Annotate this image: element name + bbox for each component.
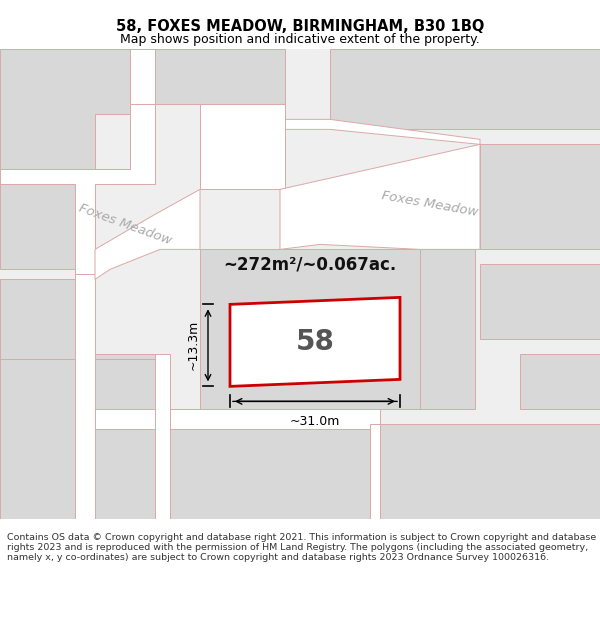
Polygon shape [155, 354, 170, 519]
Polygon shape [280, 104, 480, 144]
Polygon shape [75, 169, 95, 519]
Polygon shape [95, 409, 380, 429]
Polygon shape [480, 264, 600, 339]
Text: ~272m²/~0.067ac.: ~272m²/~0.067ac. [223, 256, 397, 273]
Polygon shape [0, 104, 155, 274]
Text: Foxes Meadow: Foxes Meadow [380, 189, 479, 219]
Text: Contains OS data © Crown copyright and database right 2021. This information is : Contains OS data © Crown copyright and d… [7, 532, 596, 562]
Text: 58, FOXES MEADOW, BIRMINGHAM, B30 1BQ: 58, FOXES MEADOW, BIRMINGHAM, B30 1BQ [116, 19, 484, 34]
Polygon shape [420, 249, 475, 409]
Text: ~31.0m: ~31.0m [290, 416, 340, 428]
Text: 58: 58 [296, 328, 334, 356]
Polygon shape [0, 359, 155, 519]
Polygon shape [95, 189, 200, 279]
Polygon shape [230, 298, 400, 386]
Text: Map shows position and indicative extent of the property.: Map shows position and indicative extent… [120, 32, 480, 46]
Polygon shape [200, 249, 420, 409]
Polygon shape [155, 49, 285, 104]
Text: Foxes Meadow: Foxes Meadow [77, 201, 173, 248]
Polygon shape [200, 104, 285, 189]
Polygon shape [0, 184, 75, 269]
Polygon shape [520, 354, 600, 409]
Polygon shape [280, 144, 480, 249]
Polygon shape [480, 144, 600, 249]
Polygon shape [200, 119, 280, 189]
Polygon shape [0, 279, 155, 359]
Polygon shape [380, 424, 600, 519]
Polygon shape [130, 49, 155, 104]
Polygon shape [170, 429, 370, 519]
Polygon shape [370, 424, 380, 519]
Text: ~13.3m: ~13.3m [187, 320, 200, 371]
Polygon shape [0, 49, 130, 169]
Polygon shape [330, 49, 600, 129]
